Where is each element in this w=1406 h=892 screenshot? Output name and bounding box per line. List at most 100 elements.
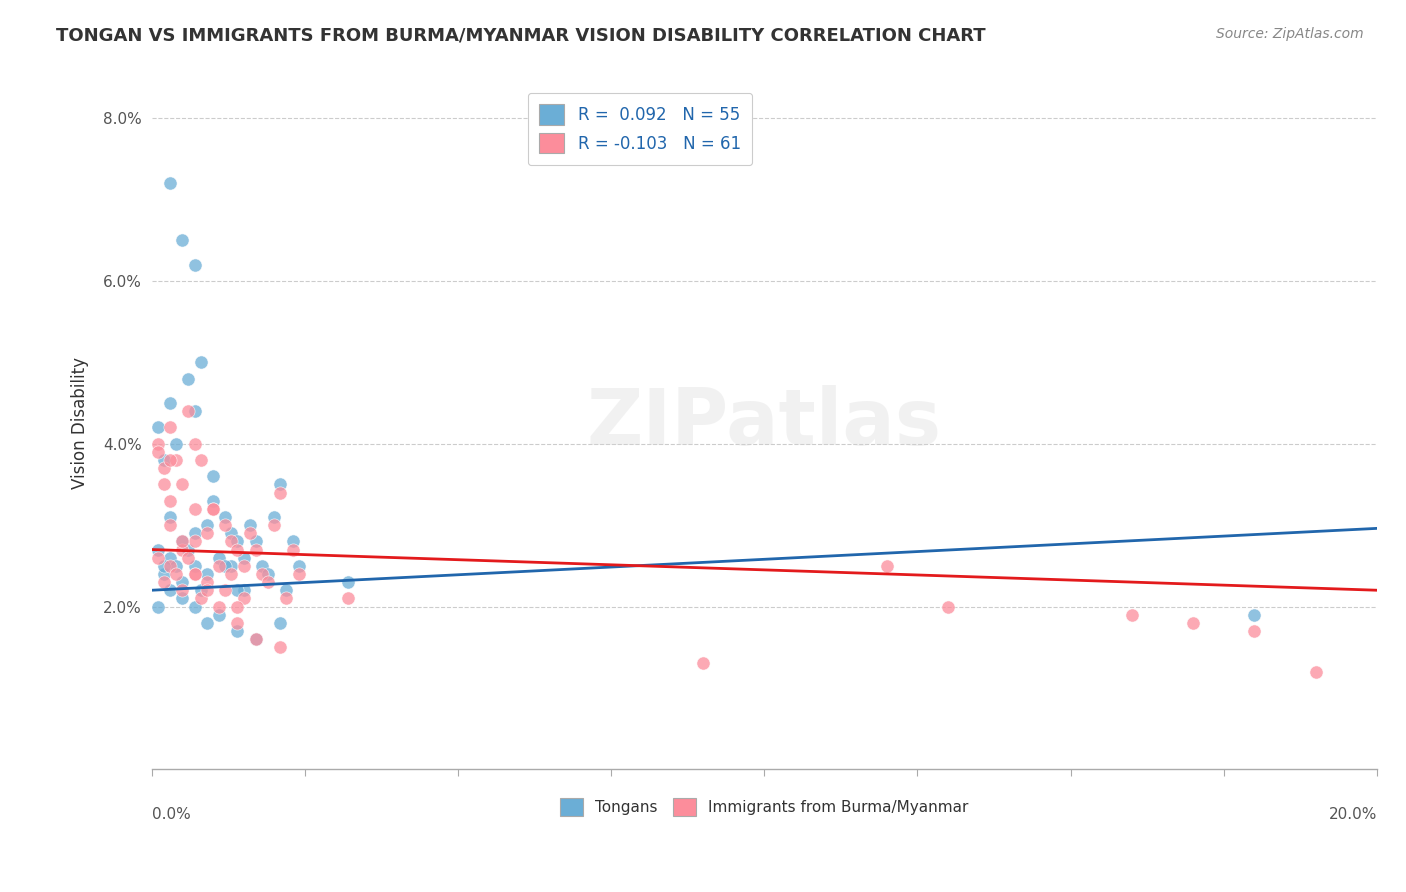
Point [232, 591, 254, 606]
Point [159, 558, 181, 573]
Point [221, 534, 243, 549]
Point [269, 640, 291, 655]
Point [1243, 624, 1265, 638]
Point [190, 453, 212, 467]
Point [183, 599, 205, 614]
Text: Source: ZipAtlas.com: Source: ZipAtlas.com [1216, 27, 1364, 41]
Point [183, 558, 205, 573]
Point [153, 477, 176, 491]
Point [153, 453, 176, 467]
Text: 0.0%: 0.0% [152, 807, 190, 822]
Point [214, 583, 236, 598]
Point [172, 233, 194, 247]
Point [214, 510, 236, 524]
Point [221, 526, 243, 541]
Point [692, 657, 714, 671]
Point [226, 534, 249, 549]
Point [226, 624, 249, 638]
Point [195, 518, 218, 533]
Point [239, 518, 262, 533]
Point [195, 575, 218, 590]
Point [936, 599, 959, 614]
Point [190, 583, 212, 598]
Point [281, 534, 304, 549]
Point [263, 518, 285, 533]
Point [1121, 607, 1143, 622]
Point [177, 371, 200, 385]
Point [287, 566, 309, 581]
Point [183, 436, 205, 450]
Point [201, 469, 224, 483]
Point [159, 510, 181, 524]
Point [146, 420, 169, 434]
Point [146, 542, 169, 557]
Point [190, 591, 212, 606]
Point [190, 355, 212, 369]
Point [183, 501, 205, 516]
Point [257, 566, 280, 581]
Point [201, 493, 224, 508]
Point [214, 518, 236, 533]
Point [159, 583, 181, 598]
Point [153, 558, 176, 573]
Point [159, 453, 181, 467]
Point [165, 453, 187, 467]
Point [221, 558, 243, 573]
Text: ZIPatlas: ZIPatlas [586, 385, 942, 461]
Point [245, 534, 267, 549]
Point [276, 583, 298, 598]
Point [208, 599, 231, 614]
Point [239, 526, 262, 541]
Point [165, 558, 187, 573]
Point [146, 599, 169, 614]
Point [257, 575, 280, 590]
Point [165, 566, 187, 581]
Point [281, 542, 304, 557]
Text: 20.0%: 20.0% [1329, 807, 1376, 822]
Point [146, 550, 169, 565]
Point [336, 591, 359, 606]
Text: TONGAN VS IMMIGRANTS FROM BURMA/MYANMAR VISION DISABILITY CORRELATION CHART: TONGAN VS IMMIGRANTS FROM BURMA/MYANMAR … [56, 27, 986, 45]
Point [172, 534, 194, 549]
Point [146, 445, 169, 459]
Point [226, 583, 249, 598]
Y-axis label: Vision Disability: Vision Disability [72, 358, 89, 490]
Point [177, 404, 200, 418]
Point [226, 615, 249, 630]
Point [201, 501, 224, 516]
Point [276, 591, 298, 606]
Point [153, 575, 176, 590]
Point [245, 542, 267, 557]
Point [1243, 607, 1265, 622]
Point [183, 566, 205, 581]
Point [208, 607, 231, 622]
Point [1182, 615, 1205, 630]
Point [172, 477, 194, 491]
Point [195, 583, 218, 598]
Point [195, 566, 218, 581]
Point [1305, 665, 1327, 679]
Point [226, 542, 249, 557]
Point [172, 575, 194, 590]
Point [221, 566, 243, 581]
Point [263, 510, 285, 524]
Point [287, 558, 309, 573]
Point [336, 575, 359, 590]
Point [165, 436, 187, 450]
Point [183, 526, 205, 541]
Point [214, 558, 236, 573]
Point [226, 599, 249, 614]
Point [201, 501, 224, 516]
Point [153, 566, 176, 581]
Point [153, 461, 176, 475]
Point [159, 493, 181, 508]
Point [269, 477, 291, 491]
Point [183, 534, 205, 549]
Point [183, 404, 205, 418]
Point [159, 176, 181, 190]
Point [269, 615, 291, 630]
Point [183, 258, 205, 272]
Point [195, 526, 218, 541]
Point [159, 518, 181, 533]
Point [245, 632, 267, 646]
